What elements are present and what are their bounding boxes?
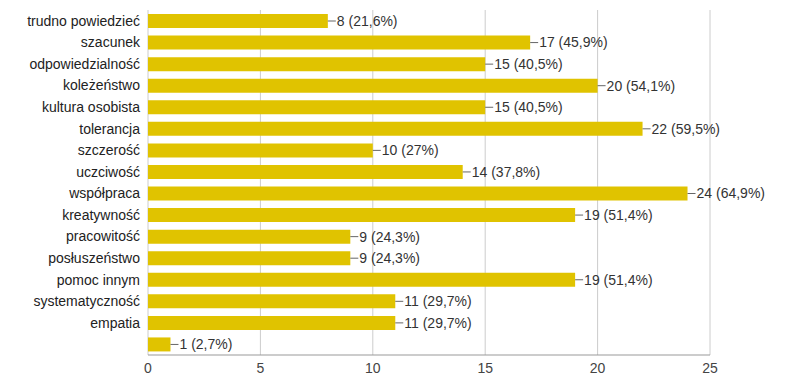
- svg-text:pomoc innym: pomoc innym: [57, 272, 140, 288]
- svg-text:szczerość: szczerość: [78, 142, 140, 158]
- svg-text:9 (24,3%): 9 (24,3%): [359, 229, 420, 245]
- svg-text:24 (64,9%): 24 (64,9%): [697, 185, 765, 201]
- svg-text:empatia: empatia: [90, 315, 140, 331]
- svg-text:19 (51,4%): 19 (51,4%): [584, 272, 652, 288]
- svg-text:11 (29,7%): 11 (29,7%): [404, 293, 471, 309]
- svg-text:8 (21,6%): 8 (21,6%): [337, 13, 398, 29]
- svg-text:kultura osobista: kultura osobista: [42, 99, 140, 115]
- svg-text:11 (29,7%): 11 (29,7%): [404, 315, 471, 331]
- svg-text:10 (27%): 10 (27%): [382, 142, 439, 158]
- svg-text:szacunek: szacunek: [81, 34, 141, 50]
- svg-text:15 (40,5%): 15 (40,5%): [494, 56, 562, 72]
- svg-text:17 (45,9%): 17 (45,9%): [539, 34, 607, 50]
- svg-text:20: 20: [590, 360, 606, 376]
- svg-text:19 (51,4%): 19 (51,4%): [584, 207, 652, 223]
- svg-text:20 (54,1%): 20 (54,1%): [607, 78, 675, 94]
- svg-text:posłuszeństwo: posłuszeństwo: [48, 250, 140, 266]
- svg-text:koleżeństwo: koleżeństwo: [63, 77, 140, 93]
- svg-text:22 (59,5%): 22 (59,5%): [652, 121, 720, 137]
- svg-text:15: 15: [477, 360, 493, 376]
- svg-text:15 (40,5%): 15 (40,5%): [494, 99, 562, 115]
- svg-text:25: 25: [702, 360, 718, 376]
- svg-text:uczciwość: uczciwość: [76, 164, 140, 180]
- svg-text:9 (24,3%): 9 (24,3%): [359, 250, 420, 266]
- svg-text:trudno powiedzieć: trudno powiedzieć: [27, 13, 140, 29]
- svg-text:0: 0: [144, 360, 152, 376]
- svg-text:odpowiedzialność: odpowiedzialność: [29, 56, 140, 72]
- svg-text:14 (37,8%): 14 (37,8%): [472, 164, 540, 180]
- svg-text:tolerancja: tolerancja: [79, 121, 140, 137]
- svg-text:5: 5: [257, 360, 265, 376]
- svg-text:pracowitość: pracowitość: [66, 228, 140, 244]
- svg-text:kreatywność: kreatywność: [62, 207, 140, 223]
- svg-text:10: 10: [365, 360, 381, 376]
- svg-text:1 (2,7%): 1 (2,7%): [179, 336, 232, 352]
- svg-text:systematyczność: systematyczność: [33, 293, 140, 309]
- svg-text:współpraca: współpraca: [68, 185, 140, 201]
